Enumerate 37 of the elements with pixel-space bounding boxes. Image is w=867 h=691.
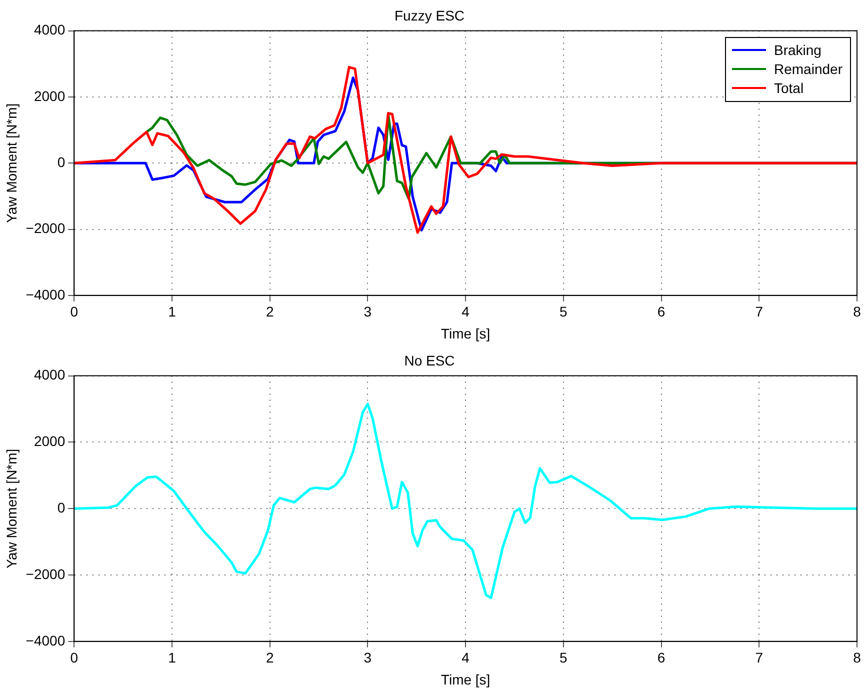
x-tick-label: 0 — [70, 650, 78, 666]
y-tick-label: −4000 — [26, 286, 66, 302]
x-tick-label: 2 — [266, 650, 274, 666]
x-tick-label: 8 — [853, 650, 862, 666]
chart-title: No ESC — [404, 352, 455, 368]
x-tick-label: 0 — [70, 304, 78, 320]
x-axis-title: Time [s] — [440, 325, 490, 342]
x-tick-label: 8 — [853, 304, 862, 320]
y-tick-label: 4000 — [34, 366, 66, 383]
y-tick-label: −2000 — [26, 220, 66, 236]
x-tick-label: 6 — [657, 650, 666, 666]
x-tick-label: 3 — [364, 650, 372, 666]
y-tick-label: −2000 — [26, 566, 66, 582]
y-tick-label: 0 — [57, 499, 66, 516]
x-tick-label: 4 — [462, 650, 470, 666]
y-tick-label: 2000 — [34, 433, 66, 450]
x-tick-label: 7 — [755, 650, 764, 666]
x-tick-label: 4 — [462, 304, 470, 320]
y-tick-label: 4000 — [34, 22, 66, 38]
y-tick-label: −4000 — [26, 632, 66, 648]
legend-label: Total — [774, 80, 804, 96]
x-tick-label: 5 — [560, 304, 568, 320]
x-tick-label: 6 — [657, 304, 666, 320]
y-tick-label: 0 — [57, 154, 66, 170]
y-axis-title: Yaw Moment [N*m] — [3, 448, 20, 568]
x-tick-label: 1 — [168, 304, 176, 320]
x-tick-label: 3 — [364, 304, 372, 320]
chart-title: Fuzzy ESC — [394, 7, 465, 24]
x-tick-label: 5 — [560, 650, 568, 666]
x-tick-label: 1 — [168, 650, 176, 666]
x-axis-title: Time [s] — [440, 671, 490, 688]
x-tick-label: 7 — [755, 304, 764, 320]
y-axis-title: Yaw Moment [N*m] — [3, 103, 20, 223]
x-tick-label: 2 — [266, 304, 274, 320]
legend-label: Braking — [774, 42, 822, 58]
legend-label: Remainder — [774, 61, 842, 78]
y-tick-label: 2000 — [34, 88, 66, 104]
